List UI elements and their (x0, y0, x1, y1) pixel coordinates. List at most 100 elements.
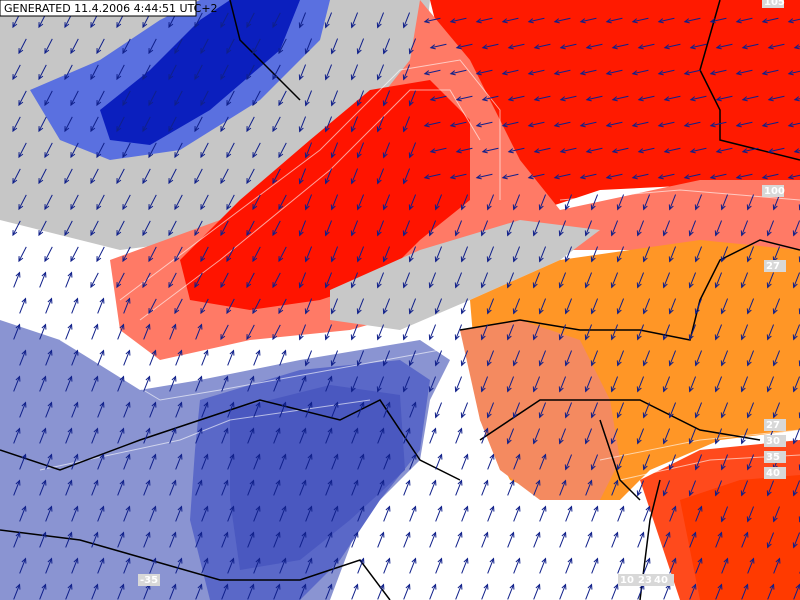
arrow-head (99, 349, 105, 356)
arrow-head (197, 479, 203, 486)
wind-arrow (461, 505, 469, 522)
wind-arrow (201, 401, 209, 418)
arrow-shaft (44, 38, 53, 54)
arrow-head (694, 204, 700, 211)
arrow-head (200, 48, 206, 55)
arrow-shaft (455, 272, 463, 288)
arrow-shaft (143, 584, 151, 600)
wind-arrow (741, 43, 759, 50)
arrow-shaft (606, 69, 623, 75)
arrow-head (429, 96, 436, 102)
arrow-head (73, 505, 79, 512)
arrow-shaft (123, 298, 131, 314)
wind-arrow (324, 168, 333, 185)
arrow-head (636, 282, 642, 289)
wind-arrow (18, 38, 27, 55)
arrow-shaft (534, 43, 551, 49)
arrow-head (116, 230, 122, 237)
wind-arrow (636, 272, 645, 289)
wind-arrow (481, 583, 489, 600)
wind-arrow (377, 479, 385, 496)
arrow-head (455, 44, 462, 50)
arrow-head (411, 557, 417, 564)
wind-arrow (409, 401, 417, 418)
wind-arrow (96, 38, 105, 55)
arrow-head (197, 427, 203, 434)
arrow-head (298, 334, 304, 341)
arrow-head (382, 152, 388, 159)
arrow-head (41, 271, 47, 278)
arrow-shaft (637, 584, 645, 600)
wind-arrow (123, 297, 131, 314)
arrow-shaft (409, 194, 417, 210)
wind-arrow (331, 505, 339, 522)
wind-arrow (19, 453, 27, 470)
wind-arrow (356, 350, 365, 367)
wind-arrow (454, 272, 463, 289)
arrow-head (691, 531, 697, 538)
arrow-shaft (168, 168, 177, 184)
arrow-shaft (195, 324, 203, 340)
wind-arrow (357, 453, 365, 470)
wind-arrow (13, 531, 21, 548)
arrow-head (683, 174, 690, 180)
arrow-head (252, 204, 258, 211)
arrow-head (411, 505, 417, 512)
arrow-shaft (247, 428, 255, 444)
wind-arrow (501, 69, 519, 76)
arrow-shaft (331, 506, 339, 522)
arrow-shaft (715, 220, 723, 236)
arrow-shaft (663, 324, 671, 340)
border (229, 0, 301, 101)
wind-arrow (507, 147, 525, 154)
arrow-head (746, 516, 752, 523)
arrow-head (735, 70, 742, 76)
arrow-head (402, 386, 408, 393)
wind-arrow (44, 142, 53, 159)
arrow-shaft (461, 194, 469, 210)
arrow-shaft (357, 90, 365, 106)
arrow-head (252, 308, 258, 315)
wind-arrow (65, 583, 73, 600)
arrow-shaft (736, 17, 753, 23)
wind-arrow (527, 17, 545, 24)
arrow-head (148, 204, 154, 211)
arrow-shaft (45, 402, 53, 418)
arrow-shaft (715, 272, 723, 288)
contour-label: 27 (766, 420, 780, 431)
arrow-head (481, 148, 488, 154)
arrow-head (689, 148, 696, 154)
arrow-shaft (747, 350, 755, 366)
arrow-head (532, 334, 538, 341)
arrow-shaft (273, 480, 281, 496)
arrow-head (645, 505, 651, 512)
arrow-head (38, 230, 44, 237)
arrow-shaft (669, 402, 677, 418)
wind-arrow (501, 173, 519, 180)
arrow-head (662, 386, 668, 393)
arrow-shaft (148, 38, 157, 54)
arrow-shaft (430, 95, 447, 101)
arrow-head (194, 74, 200, 81)
arrow-shaft (221, 584, 229, 600)
wind-arrow (746, 350, 755, 367)
arrow-shaft (96, 90, 105, 106)
arrow-shaft (175, 454, 183, 470)
arrow-shaft (13, 324, 21, 340)
arrow-shaft (383, 402, 391, 418)
wind-arrow (663, 147, 681, 154)
arrow-head (761, 122, 768, 128)
wind-arrow (273, 375, 281, 392)
wind-arrow (324, 324, 333, 341)
arrow-head (359, 401, 365, 408)
wind-arrow (12, 116, 21, 133)
arrow-head (125, 401, 131, 408)
wind-arrow (38, 64, 47, 81)
wind-arrow (642, 246, 651, 263)
arrow-shaft (502, 69, 519, 75)
wind-arrow (663, 95, 681, 102)
wind-arrow (200, 298, 209, 315)
arrow-shaft (736, 121, 753, 127)
arrow-head (220, 22, 226, 29)
wind-arrow (408, 246, 417, 263)
